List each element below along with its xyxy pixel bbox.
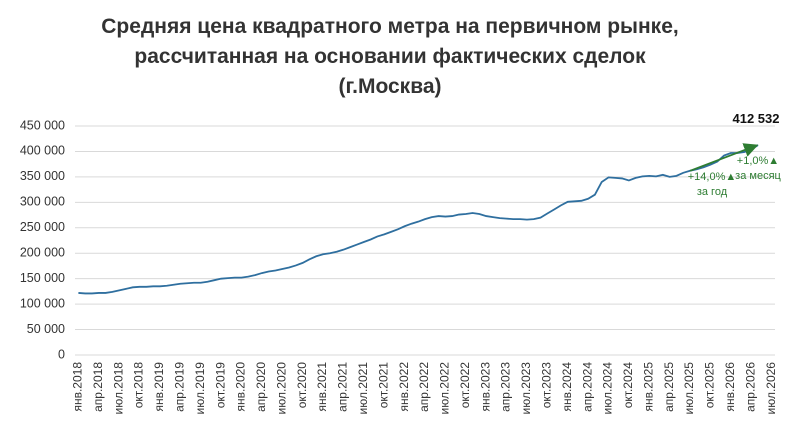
x-tick-label: июл.2025 [682, 362, 696, 415]
x-tick-label: янв.2018 [71, 362, 85, 412]
x-tick-label: июл.2026 [764, 362, 778, 415]
x-tick-label: янв.2020 [234, 362, 248, 412]
x-tick-label: июл.2022 [438, 362, 452, 415]
x-tick-label: окт.2021 [376, 362, 390, 409]
x-tick-label: июл.2024 [601, 362, 615, 415]
x-tick-label: янв.2024 [560, 362, 574, 412]
y-tick-label: 400 000 [20, 144, 65, 158]
x-tick-label: апр.2018 [91, 362, 105, 412]
data-line [78, 144, 759, 295]
x-tick-label: окт.2018 [132, 362, 146, 409]
x-tick-label: янв.2023 [478, 362, 492, 412]
x-tick-label: янв.2026 [723, 362, 737, 412]
x-tick-label: июл.2019 [193, 362, 207, 415]
x-tick-label: июл.2023 [519, 362, 533, 415]
x-tick-label: янв.2021 [315, 362, 329, 412]
y-tick-label: 350 000 [20, 169, 65, 183]
x-tick-label: янв.2022 [397, 362, 411, 412]
x-tick-label: июл.2020 [274, 362, 288, 415]
x-tick-label: янв.2019 [152, 362, 166, 412]
y-tick-label: 200 000 [20, 246, 65, 260]
x-tick-label: окт.2024 [621, 362, 635, 409]
last-value-label: 412 532 [733, 111, 780, 126]
y-tick-label: 0 [58, 347, 65, 361]
x-tick-label: апр.2022 [417, 362, 431, 412]
annotation: +14,0%▲ [688, 171, 737, 183]
annotation: за месяц [735, 170, 781, 182]
x-tick-label: апр.2021 [336, 362, 350, 412]
x-tick-label: апр.2024 [580, 362, 594, 412]
x-tick-label: окт.2019 [213, 362, 227, 409]
annotation: за год [697, 186, 728, 198]
chart-title: (г.Москва) [338, 75, 441, 98]
y-tick-label: 250 000 [20, 220, 65, 234]
x-tick-label: июл.2018 [111, 362, 125, 415]
trend-arrow [689, 143, 759, 172]
x-tick-label: апр.2019 [173, 362, 187, 412]
y-tick-label: 100 000 [20, 296, 65, 310]
x-tick-label: апр.2020 [254, 362, 268, 412]
x-tick-label: апр.2023 [499, 362, 513, 412]
x-tick-label: окт.2022 [458, 362, 472, 409]
chart-title: рассчитанная на основании фактических сд… [134, 45, 646, 68]
x-tick-label: окт.2025 [703, 362, 717, 409]
y-tick-label: 450 000 [20, 118, 65, 132]
x-tick-label: июл.2021 [356, 362, 370, 415]
x-tick-label: янв.2025 [641, 362, 655, 412]
x-tick-label: окт.2020 [295, 362, 309, 409]
chart-title: Средняя цена квадратного метра на первич… [101, 15, 678, 38]
annotation: +1,0%▲ [737, 155, 779, 167]
y-tick-label: 300 000 [20, 195, 65, 209]
x-tick-label: окт.2023 [540, 362, 554, 409]
y-tick-label: 50 000 [27, 322, 65, 336]
x-tick-label: апр.2026 [743, 362, 757, 412]
x-tick-label: апр.2025 [662, 362, 676, 412]
y-tick-label: 150 000 [20, 271, 65, 285]
